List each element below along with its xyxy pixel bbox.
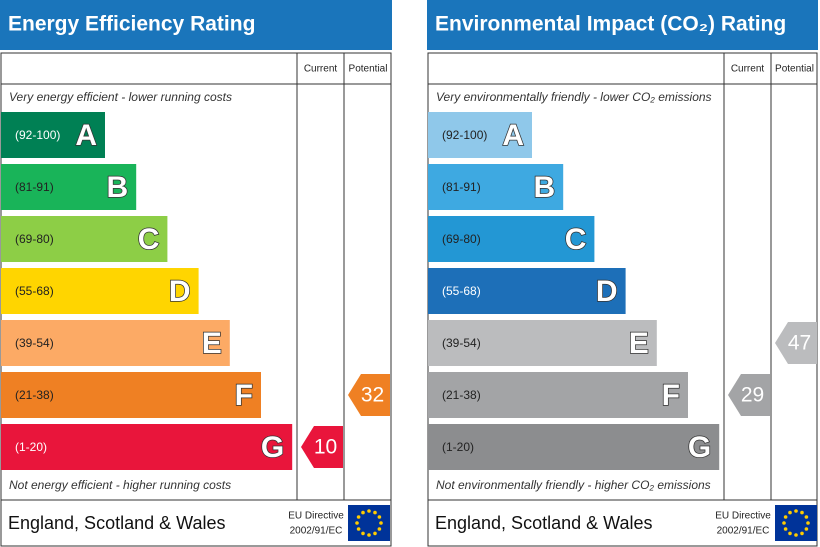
footer-directive: 2002/91/EC: [717, 526, 770, 537]
eu-star: [794, 533, 798, 537]
eu-star: [356, 515, 361, 519]
bottom-note: Not energy efficient - higher running co…: [9, 478, 231, 492]
rating-value: 32: [361, 384, 384, 407]
eu-star: [800, 510, 804, 515]
rating-arrow: [775, 322, 817, 364]
eu-star: [361, 531, 365, 536]
band-bar: [1, 320, 230, 366]
top-note: Very environmentally friendly - lower CO…: [436, 90, 712, 104]
rating-arrow: [728, 374, 770, 416]
band-range: (39-54): [442, 336, 481, 350]
band-bar: [428, 164, 564, 210]
band-range: (69-80): [442, 232, 481, 246]
band-letter: A: [75, 119, 97, 152]
eu-star: [806, 521, 810, 525]
title-bar: [427, 0, 818, 50]
band-letter: E: [202, 327, 222, 360]
band-range: (21-38): [15, 388, 54, 402]
footer-region: England, Scotland & Wales: [8, 513, 225, 533]
footer-directive: EU Directive: [715, 511, 771, 522]
band-bar: [1, 112, 105, 158]
eu-star: [783, 527, 788, 531]
band-bar: [1, 424, 293, 470]
eu-star: [379, 521, 383, 525]
band-range: (92-100): [442, 128, 487, 142]
band-letter: A: [502, 119, 524, 152]
band-range: (92-100): [15, 128, 60, 142]
eu-star: [794, 509, 798, 513]
band-bar: [1, 372, 261, 418]
eu-star: [788, 510, 792, 515]
band-letter: G: [261, 431, 284, 464]
band-letter: D: [596, 275, 618, 308]
rating-value: 29: [741, 384, 764, 407]
footer-region: England, Scotland & Wales: [435, 513, 652, 533]
eu-star: [361, 510, 365, 515]
footer-directive: EU Directive: [288, 511, 344, 522]
band-range: (21-38): [442, 388, 481, 402]
eu-star: [800, 531, 804, 536]
col-header: Current: [304, 64, 338, 75]
band-bar: [1, 164, 137, 210]
rating-arrow: [348, 374, 390, 416]
band-letter: F: [235, 379, 253, 412]
bottom-note: Not environmentally friendly - higher CO…: [436, 478, 711, 492]
col-header: Current: [731, 64, 765, 75]
rating-arrow: [301, 426, 343, 468]
band-bar: [428, 112, 532, 158]
band-letter: G: [688, 431, 711, 464]
eu-star: [377, 527, 382, 531]
band-range: (81-91): [15, 180, 54, 194]
band-letter: C: [565, 223, 587, 256]
col-header: Potential: [349, 64, 388, 75]
band-letter: B: [534, 171, 556, 204]
eu-star: [373, 531, 377, 536]
band-bar: [428, 424, 720, 470]
eu-star: [373, 510, 377, 515]
panel-title: Environmental Impact (CO₂) Rating: [435, 13, 786, 36]
band-range: (39-54): [15, 336, 54, 350]
band-bar: [428, 320, 657, 366]
band-bar: [1, 268, 199, 314]
band-range: (1-20): [442, 440, 474, 454]
panel-title: Energy Efficiency Rating: [8, 13, 255, 36]
footer-directive: 2002/91/EC: [290, 526, 343, 537]
rating-value: 47: [788, 332, 811, 355]
band-bar: [428, 372, 688, 418]
band-range: (55-68): [442, 284, 481, 298]
eu-star: [804, 515, 809, 519]
eu-star: [367, 533, 371, 537]
band-range: (69-80): [15, 232, 54, 246]
band-letter: C: [138, 223, 160, 256]
band-letter: E: [629, 327, 649, 360]
band-bar: [428, 216, 595, 262]
top-note: Very energy efficient - lower running co…: [9, 90, 232, 104]
eu-star: [782, 521, 786, 525]
rating-value: 10: [314, 436, 337, 459]
eu-star: [356, 527, 361, 531]
band-letter: B: [107, 171, 129, 204]
band-range: (1-20): [15, 440, 47, 454]
eu-star: [377, 515, 382, 519]
band-range: (81-91): [442, 180, 481, 194]
band-letter: D: [169, 275, 191, 308]
eu-star: [788, 531, 792, 536]
col-header: Potential: [775, 64, 814, 75]
band-letter: F: [662, 379, 680, 412]
eu-star: [367, 509, 371, 513]
band-bar: [1, 216, 168, 262]
band-bar: [428, 268, 626, 314]
title-bar: [0, 0, 392, 50]
band-range: (55-68): [15, 284, 54, 298]
eu-star: [355, 521, 359, 525]
eu-star: [804, 527, 809, 531]
eu-star: [783, 515, 788, 519]
